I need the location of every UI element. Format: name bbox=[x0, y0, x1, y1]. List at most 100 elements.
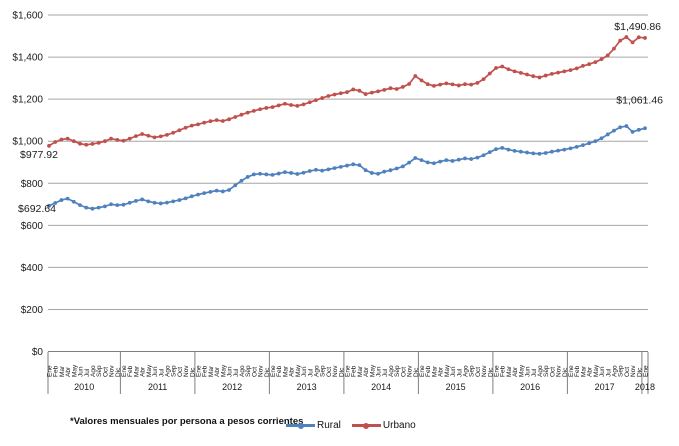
urbano-data-point-marker bbox=[581, 64, 585, 68]
urbano-data-point-marker bbox=[84, 142, 89, 147]
urbano-data-point-marker bbox=[388, 86, 393, 91]
rural-data-point-marker bbox=[314, 167, 318, 172]
x-month-label: Jul bbox=[382, 368, 389, 377]
urbano-data-point-marker bbox=[289, 103, 294, 107]
x-year-label: 2010 bbox=[74, 382, 94, 392]
urbano-data-point-marker bbox=[258, 107, 262, 112]
rural-data-point-marker bbox=[165, 200, 169, 205]
y-axis-label: $400 bbox=[21, 263, 44, 274]
x-month-label: Abr bbox=[438, 366, 445, 377]
x-month-label: Mar bbox=[580, 365, 587, 377]
urbano-data-point-marker bbox=[487, 71, 492, 76]
urbano-data-point-marker bbox=[59, 137, 64, 142]
urbano-data-point-marker bbox=[500, 64, 505, 69]
rural-data-point-marker bbox=[47, 203, 51, 208]
urbano-data-point-marker bbox=[245, 110, 250, 115]
x-month-label: Nov bbox=[630, 365, 637, 377]
rural-data-point-marker bbox=[618, 125, 623, 130]
urbano-data-point-marker bbox=[270, 105, 275, 110]
x-month-label: Jul bbox=[531, 368, 538, 377]
urbano-data-point-marker bbox=[413, 74, 418, 78]
x-month-label: Jun bbox=[376, 366, 383, 377]
x-month-label: Jul bbox=[84, 368, 91, 377]
x-month-label: May bbox=[444, 364, 451, 377]
rural-legend-marker-icon bbox=[297, 422, 304, 429]
x-month-label: Ene bbox=[494, 365, 501, 377]
legend: Rural Urbano bbox=[286, 420, 416, 431]
rural-data-point-marker bbox=[388, 168, 393, 173]
rural-data-point-marker bbox=[475, 155, 480, 160]
x-month-label: Mar bbox=[357, 365, 364, 377]
x-month-label: Ago bbox=[164, 365, 171, 377]
urbano-data-point-marker bbox=[326, 94, 331, 98]
urbano-data-point-marker bbox=[171, 130, 176, 135]
urbano-data-point-marker bbox=[556, 70, 560, 75]
urbano-data-point-marker bbox=[419, 78, 424, 83]
x-year-label: 2017 bbox=[595, 382, 615, 392]
x-month-label: Oct bbox=[177, 367, 184, 377]
x-month-label: Oct bbox=[475, 367, 482, 377]
urbano-data-point-marker bbox=[400, 85, 405, 89]
urbano-data-point-marker bbox=[115, 138, 120, 142]
x-month-label: Ago bbox=[90, 365, 97, 377]
x-month-label: Jul bbox=[456, 368, 463, 377]
rural-data-point-marker bbox=[109, 202, 113, 207]
x-month-label: Sep bbox=[543, 365, 550, 377]
rural-data-point-marker bbox=[283, 170, 287, 175]
urbano-data-point-marker bbox=[320, 96, 325, 100]
urbano-data-point-marker bbox=[624, 35, 629, 39]
urbano-data-point-marker bbox=[618, 38, 623, 43]
urbano-data-point-marker bbox=[351, 87, 356, 92]
x-month-label: Feb bbox=[500, 365, 507, 377]
urbano-data-point-marker bbox=[612, 46, 616, 51]
x-month-label: Abr bbox=[140, 366, 147, 377]
urbano-data-point-marker bbox=[363, 92, 368, 96]
x-month-label: Nov bbox=[556, 365, 563, 377]
rural-data-point-marker bbox=[556, 148, 560, 153]
urbano-data-point-marker bbox=[338, 91, 343, 96]
x-month-label: Jun bbox=[78, 366, 85, 377]
rural-data-point-marker bbox=[419, 158, 424, 163]
urbano-data-point-marker bbox=[394, 87, 399, 91]
rural-data-point-marker bbox=[140, 197, 145, 202]
rural-data-point-marker bbox=[605, 132, 610, 137]
x-month-label: Abr bbox=[214, 366, 221, 377]
x-year-label: 2018 bbox=[635, 382, 655, 392]
urbano-data-point-marker bbox=[47, 143, 51, 148]
rural-data-point-marker bbox=[134, 199, 138, 203]
y-axis-label: $1,400 bbox=[12, 53, 43, 64]
urbano-data-point-marker bbox=[208, 119, 213, 124]
rural-data-point-marker bbox=[245, 175, 250, 179]
urbano-data-point-marker bbox=[109, 136, 113, 141]
urbano-data-point-marker bbox=[189, 123, 194, 128]
rural-data-point-marker bbox=[146, 199, 151, 204]
x-month-label: Feb bbox=[127, 365, 134, 377]
rural-data-point-marker bbox=[301, 170, 306, 175]
urbano-data-point-marker bbox=[264, 106, 269, 110]
x-month-label: May bbox=[220, 364, 227, 377]
x-month-label: Sep bbox=[320, 365, 327, 377]
x-year-label: 2014 bbox=[371, 382, 391, 392]
x-month-label: Abr bbox=[289, 366, 296, 377]
rural-data-point-marker bbox=[636, 127, 641, 132]
x-month-label: Abr bbox=[512, 366, 519, 377]
urbano-data-point-marker bbox=[587, 62, 592, 67]
x-month-label: Ene bbox=[643, 365, 650, 377]
x-month-label: Jun bbox=[450, 366, 457, 377]
urbano-data-point-marker bbox=[425, 82, 430, 87]
rural-data-point-marker bbox=[444, 158, 449, 163]
rural-data-point-marker bbox=[500, 146, 505, 150]
urbano-data-point-marker bbox=[599, 57, 604, 62]
urbano-data-point-marker bbox=[475, 81, 480, 85]
rural-data-point-marker bbox=[258, 171, 262, 176]
x-year-label: 2011 bbox=[148, 382, 167, 392]
rural-data-point-marker bbox=[581, 143, 585, 148]
data-label-urbano-last: $1,490.86 bbox=[614, 21, 661, 33]
chart-footnote: *Valores mensuales por persona a pesos c… bbox=[70, 416, 304, 427]
legend-item-rural: Rural bbox=[286, 420, 341, 431]
rural-data-point-marker bbox=[568, 146, 573, 151]
y-axis-label: $800 bbox=[21, 179, 44, 190]
urbano-data-point-marker bbox=[140, 132, 145, 136]
rural-data-point-marker bbox=[562, 147, 567, 152]
legend-item-urbano: Urbano bbox=[351, 420, 416, 431]
